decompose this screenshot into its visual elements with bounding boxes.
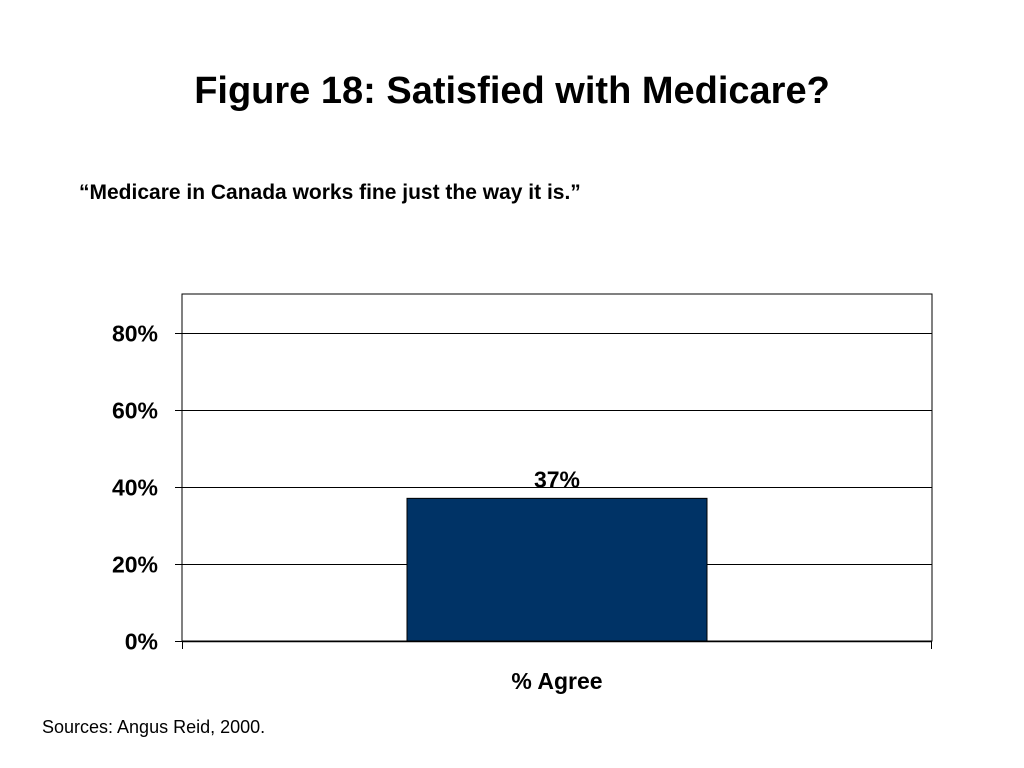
y-tick-label: 80% xyxy=(112,321,158,347)
data-label: 37% xyxy=(534,466,580,492)
y-tick-label: 40% xyxy=(112,475,158,501)
source-note: Sources: Angus Reid, 2000. xyxy=(42,717,266,737)
chart-subtitle: “Medicare in Canada works fine just the … xyxy=(79,181,581,204)
y-tick-label: 20% xyxy=(112,552,158,578)
category-label: % Agree xyxy=(511,668,602,694)
y-tick-label: 0% xyxy=(125,629,158,655)
page-title: Figure 18: Satisfied with Medicare? xyxy=(194,70,830,112)
bar-0 xyxy=(406,497,708,642)
y-tick-label: 60% xyxy=(112,398,158,424)
